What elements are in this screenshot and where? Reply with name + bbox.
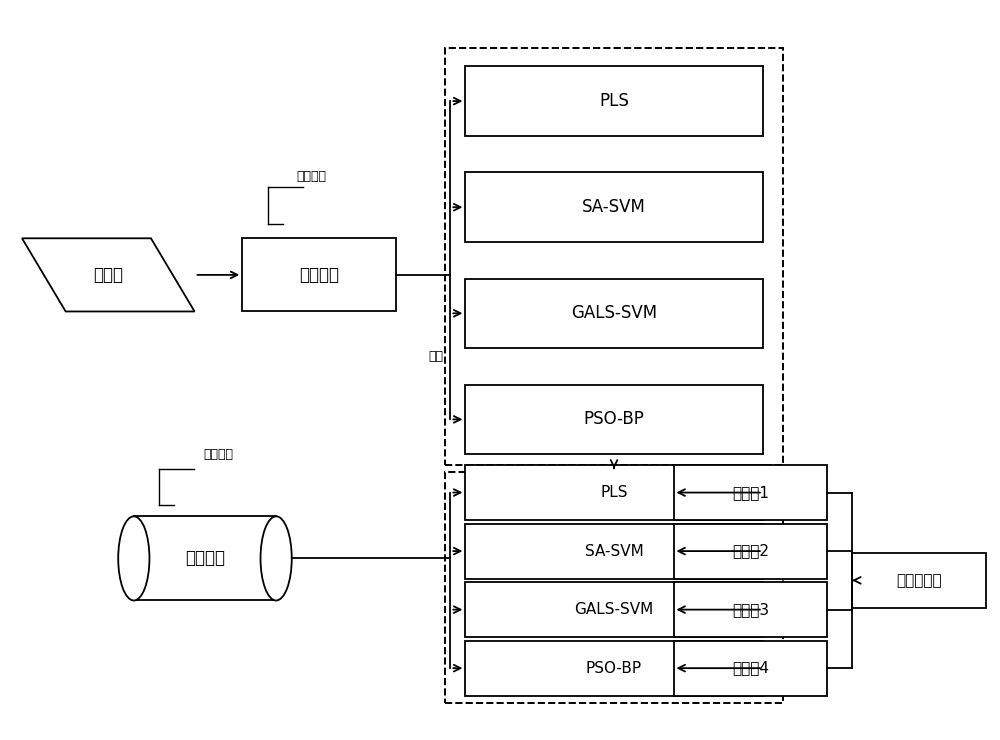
FancyBboxPatch shape xyxy=(465,524,763,579)
FancyBboxPatch shape xyxy=(465,641,763,696)
Text: PLS: PLS xyxy=(599,92,629,110)
Text: 预测值3: 预测值3 xyxy=(732,602,769,617)
FancyBboxPatch shape xyxy=(134,517,276,600)
Text: 预测值1: 预测值1 xyxy=(732,485,769,500)
FancyBboxPatch shape xyxy=(445,472,783,703)
FancyBboxPatch shape xyxy=(465,67,763,136)
FancyBboxPatch shape xyxy=(465,278,763,348)
Ellipse shape xyxy=(118,517,149,600)
Text: 训练: 训练 xyxy=(428,350,443,363)
FancyBboxPatch shape xyxy=(465,385,763,454)
FancyBboxPatch shape xyxy=(445,48,783,465)
Text: 样本集: 样本集 xyxy=(93,266,123,284)
Text: 预测值2: 预测值2 xyxy=(732,544,769,559)
Text: 最终预测值: 最终预测值 xyxy=(896,573,942,588)
Text: SA-SVM: SA-SVM xyxy=(585,544,643,559)
FancyBboxPatch shape xyxy=(674,524,827,579)
Text: PSO-BP: PSO-BP xyxy=(584,411,644,428)
FancyBboxPatch shape xyxy=(465,172,763,242)
Text: GALS-SVM: GALS-SVM xyxy=(571,304,657,323)
Text: GALS-SVM: GALS-SVM xyxy=(574,602,654,617)
Text: PSO-BP: PSO-BP xyxy=(586,661,642,676)
FancyBboxPatch shape xyxy=(674,641,827,696)
Text: 运行参数: 运行参数 xyxy=(185,549,225,568)
Text: 存储数据: 存储数据 xyxy=(296,170,326,184)
Polygon shape xyxy=(22,238,195,312)
Text: 预测值4: 预测值4 xyxy=(732,661,769,676)
Text: 实时数据: 实时数据 xyxy=(204,448,234,462)
FancyBboxPatch shape xyxy=(242,238,396,312)
FancyBboxPatch shape xyxy=(674,582,827,637)
FancyBboxPatch shape xyxy=(465,582,763,637)
Ellipse shape xyxy=(261,517,292,600)
FancyBboxPatch shape xyxy=(465,465,763,520)
Text: SA-SVM: SA-SVM xyxy=(582,198,646,216)
FancyBboxPatch shape xyxy=(674,465,827,520)
FancyBboxPatch shape xyxy=(852,553,986,608)
Text: 数学软件: 数学软件 xyxy=(299,266,339,284)
Text: PLS: PLS xyxy=(600,485,628,500)
